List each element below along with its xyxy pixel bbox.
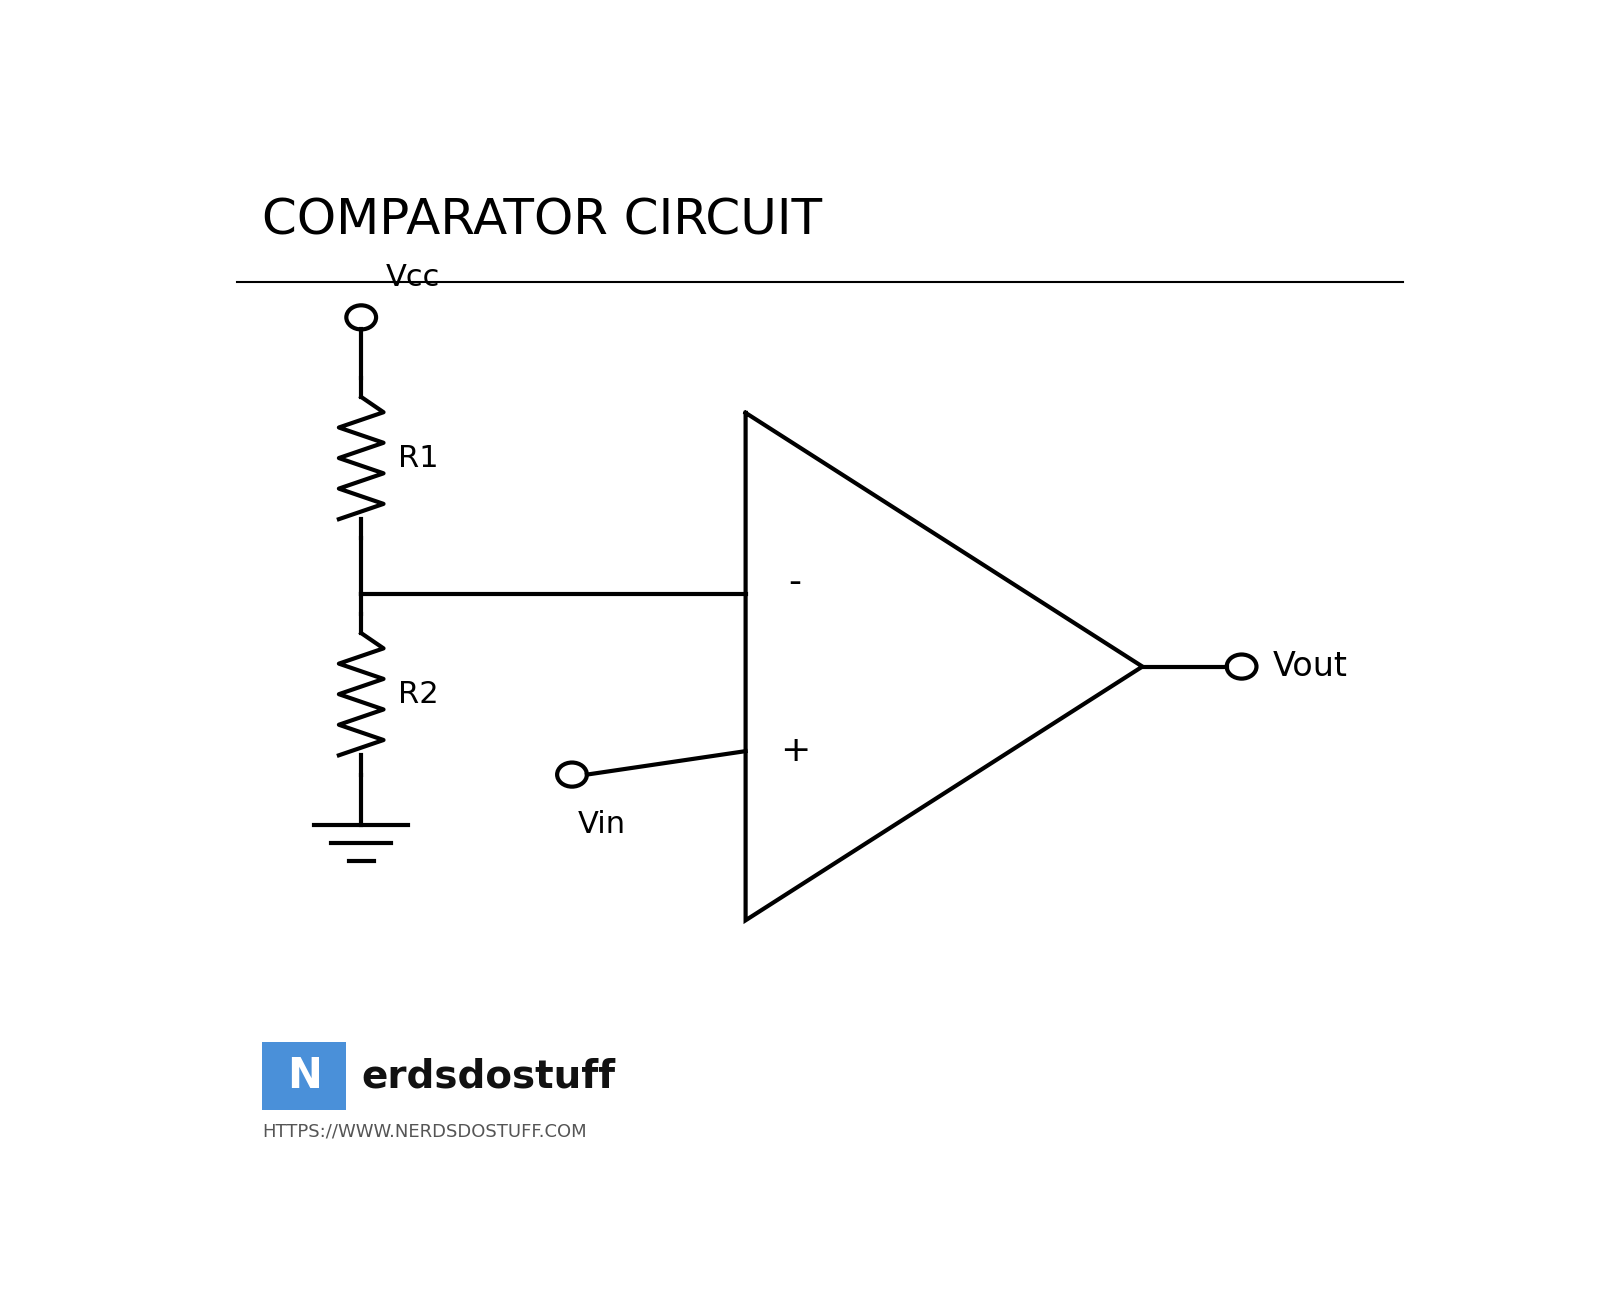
Text: COMPARATOR CIRCUIT: COMPARATOR CIRCUIT (262, 197, 822, 245)
FancyBboxPatch shape (262, 1041, 346, 1111)
Text: +: + (781, 735, 810, 769)
Text: R2: R2 (398, 680, 438, 709)
Text: -: - (789, 565, 802, 599)
Text: N: N (286, 1054, 322, 1098)
Text: erdsdostuff: erdsdostuff (362, 1057, 616, 1095)
Text: Vin: Vin (578, 809, 626, 839)
Text: R1: R1 (398, 444, 438, 472)
Text: HTTPS://WWW.NERDSDOSTUFF.COM: HTTPS://WWW.NERDSDOSTUFF.COM (262, 1122, 587, 1141)
Text: Vout: Vout (1272, 650, 1347, 683)
Text: Vcc: Vcc (386, 264, 440, 292)
